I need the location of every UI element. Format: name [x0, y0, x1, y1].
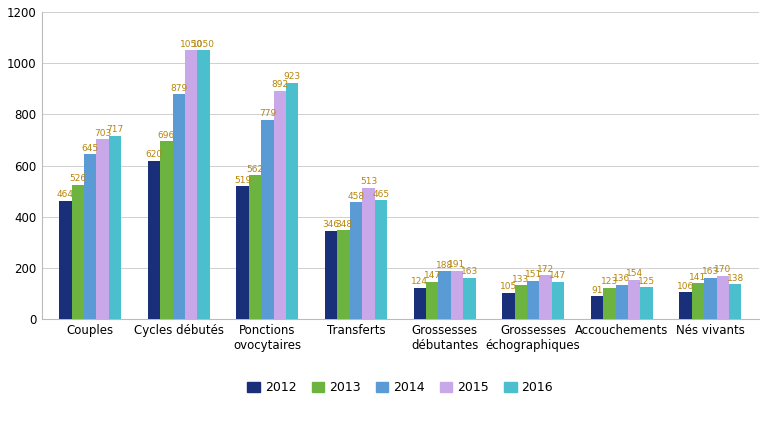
- Bar: [539, 275, 552, 320]
- Text: 141: 141: [689, 273, 706, 282]
- Bar: [438, 271, 451, 320]
- Text: 645: 645: [82, 144, 99, 152]
- Text: 123: 123: [601, 278, 618, 286]
- Text: 892: 892: [271, 80, 288, 89]
- Text: 188: 188: [436, 261, 453, 270]
- Bar: [325, 231, 337, 320]
- Bar: [414, 288, 426, 320]
- Bar: [109, 136, 121, 320]
- Bar: [716, 276, 729, 320]
- Text: 526: 526: [69, 174, 87, 183]
- Text: 879: 879: [170, 84, 188, 93]
- Bar: [337, 230, 350, 320]
- Text: 170: 170: [714, 265, 732, 274]
- Bar: [72, 185, 84, 320]
- Bar: [172, 94, 185, 320]
- Bar: [185, 50, 198, 320]
- Bar: [148, 160, 160, 320]
- Bar: [198, 50, 210, 320]
- Text: 172: 172: [537, 265, 554, 274]
- Bar: [451, 271, 463, 320]
- Text: 138: 138: [726, 274, 744, 282]
- Bar: [527, 281, 539, 320]
- Bar: [692, 283, 704, 320]
- Text: 91: 91: [591, 286, 603, 295]
- Text: 124: 124: [411, 277, 428, 286]
- Bar: [729, 284, 741, 320]
- Text: 147: 147: [549, 271, 567, 280]
- Bar: [628, 280, 640, 320]
- Text: 519: 519: [234, 176, 251, 185]
- Bar: [362, 188, 375, 320]
- Bar: [552, 282, 565, 320]
- Bar: [502, 293, 515, 320]
- Text: 465: 465: [372, 190, 389, 199]
- Text: 147: 147: [424, 271, 440, 280]
- Text: 106: 106: [677, 282, 694, 291]
- Text: 191: 191: [448, 260, 466, 269]
- Legend: 2012, 2013, 2014, 2015, 2016: 2012, 2013, 2014, 2015, 2016: [242, 376, 558, 400]
- Text: 779: 779: [259, 109, 276, 118]
- Text: 696: 696: [158, 130, 175, 140]
- Bar: [591, 296, 603, 320]
- Text: 1050: 1050: [192, 40, 215, 49]
- Text: 464: 464: [57, 190, 74, 199]
- Bar: [249, 175, 261, 320]
- Text: 163: 163: [461, 267, 478, 276]
- Bar: [616, 285, 628, 320]
- Text: 1050: 1050: [180, 40, 203, 49]
- Text: 125: 125: [638, 277, 655, 286]
- Bar: [160, 141, 172, 320]
- Text: 717: 717: [106, 125, 123, 134]
- Bar: [375, 200, 387, 320]
- Text: 513: 513: [360, 178, 377, 187]
- Text: 348: 348: [335, 220, 352, 229]
- Text: 151: 151: [525, 270, 542, 279]
- Text: 163: 163: [702, 267, 719, 276]
- Text: 105: 105: [499, 282, 517, 291]
- Bar: [261, 120, 273, 320]
- Text: 562: 562: [247, 165, 264, 174]
- Bar: [679, 292, 692, 320]
- Text: 703: 703: [94, 129, 111, 138]
- Text: 136: 136: [613, 274, 630, 283]
- Text: 154: 154: [626, 270, 643, 278]
- Bar: [237, 187, 249, 320]
- Bar: [515, 286, 527, 320]
- Bar: [463, 278, 476, 320]
- Bar: [59, 201, 72, 320]
- Bar: [286, 83, 299, 320]
- Bar: [603, 288, 616, 320]
- Bar: [426, 282, 438, 320]
- Bar: [273, 91, 286, 320]
- Text: 458: 458: [348, 191, 365, 201]
- Bar: [97, 139, 109, 320]
- Text: 620: 620: [146, 150, 162, 159]
- Bar: [84, 154, 97, 320]
- Text: 923: 923: [283, 72, 301, 81]
- Bar: [350, 202, 362, 320]
- Bar: [640, 287, 653, 320]
- Bar: [704, 278, 716, 320]
- Text: 133: 133: [512, 275, 529, 284]
- Text: 346: 346: [322, 220, 340, 229]
